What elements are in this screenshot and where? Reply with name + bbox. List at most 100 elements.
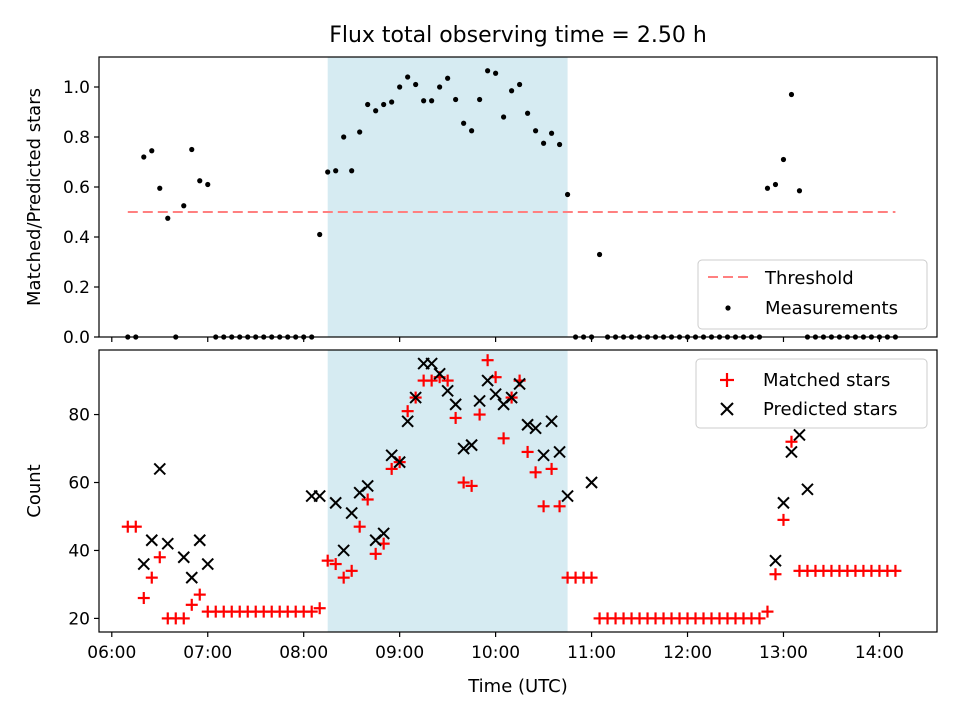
matched-star-point xyxy=(353,520,366,533)
bottom-x-tick-label: 09:00 xyxy=(375,643,424,663)
predicted-star-point xyxy=(785,445,798,459)
predicted-star-point xyxy=(441,384,454,397)
predicted-star-point xyxy=(465,438,478,452)
matched-star-point xyxy=(321,554,334,567)
matched-star-point xyxy=(153,551,166,564)
measurement-point xyxy=(796,188,803,194)
predicted-star-point xyxy=(777,496,790,510)
matched-star-point xyxy=(537,500,550,513)
matched-star-point xyxy=(193,588,206,601)
predicted-star-point xyxy=(521,418,534,431)
measurement-point xyxy=(501,114,507,120)
measurement-point xyxy=(469,128,475,134)
measurement-point xyxy=(421,98,427,104)
predicted-star-point xyxy=(793,428,806,442)
predicted-star-point xyxy=(457,442,470,455)
predicted-star-point xyxy=(561,489,574,503)
predicted-star-point xyxy=(337,544,350,557)
predicted-star-point xyxy=(769,554,782,567)
predicted-star-point xyxy=(425,357,438,370)
matched-star-point xyxy=(449,411,462,424)
predicted-stars-series xyxy=(137,357,814,584)
legend-matched-label: Matched stars xyxy=(763,370,890,391)
legend-matched-swatch xyxy=(720,373,734,387)
legend-measurements-swatch xyxy=(725,305,731,311)
matched-star-point xyxy=(753,612,766,625)
top-y-tick-label: 0.8 xyxy=(63,128,90,148)
measurement-point xyxy=(788,91,795,98)
top-y-tick-label: 0.4 xyxy=(63,228,90,248)
matched-star-point xyxy=(769,568,782,581)
predicted-star-point xyxy=(193,534,206,547)
predicted-star-point xyxy=(481,374,494,387)
bottom-y-tick-label: 20 xyxy=(68,609,90,629)
predicted-star-point xyxy=(345,506,358,520)
matched-star-point xyxy=(585,571,598,584)
predicted-star-point xyxy=(505,391,518,404)
measurement-point xyxy=(397,84,403,90)
measurement-point xyxy=(333,168,339,174)
top-y-tick-label: 0.6 xyxy=(63,178,90,198)
measurement-point xyxy=(181,203,187,209)
measurement-point xyxy=(381,101,387,108)
top-y-tick-label: 0.0 xyxy=(63,328,90,348)
predicted-star-point xyxy=(185,571,198,584)
measurement-point xyxy=(205,181,211,188)
legend-predicted-label: Predicted stars xyxy=(763,399,897,420)
predicted-star-point xyxy=(145,534,158,547)
measurement-point xyxy=(341,134,347,140)
matched-star-point xyxy=(553,500,566,513)
bottom-x-tick-label: 10:00 xyxy=(471,643,520,663)
matched-star-point xyxy=(329,558,342,571)
bottom-axes-frame xyxy=(98,349,938,633)
predicted-star-point xyxy=(153,462,166,476)
bottom-x-axis: 06:00 07:00 08:00 09:00 10:00 11:00 12:00 13:00… xyxy=(87,632,904,663)
bottom-y-tick-label: 40 xyxy=(68,541,90,561)
matched-star-point xyxy=(465,479,478,492)
measurement-point xyxy=(149,148,155,154)
measurement-point xyxy=(540,140,547,146)
top-y-label: Matched/Predicted stars xyxy=(24,88,45,306)
predicted-star-point xyxy=(537,449,550,462)
matched-star-point xyxy=(305,605,318,618)
predicted-star-point xyxy=(433,367,446,380)
measurement-point xyxy=(189,146,195,153)
bottom-x-tick-label: 08:00 xyxy=(279,643,328,663)
measurement-point xyxy=(516,81,523,88)
matched-star-point xyxy=(473,408,486,421)
matched-star-point xyxy=(441,374,454,387)
top-legend: Threshold Measurements xyxy=(697,259,928,330)
measurement-point xyxy=(429,98,435,104)
matched-star-point xyxy=(457,476,470,489)
bottom-x-tick-label: 07:00 xyxy=(183,643,232,663)
predicted-star-point xyxy=(401,415,414,428)
measurement-point xyxy=(509,88,515,94)
predicted-star-point xyxy=(377,527,390,540)
top-legend-box xyxy=(697,259,928,330)
measurement-point xyxy=(413,81,419,88)
matched-star-point xyxy=(337,571,350,584)
matched-star-point xyxy=(361,493,374,506)
measurement-point xyxy=(532,128,539,134)
matched-star-point xyxy=(481,354,494,367)
measurement-point xyxy=(461,120,467,126)
predicted-star-point xyxy=(473,394,486,408)
measurement-point xyxy=(157,185,163,191)
matched-star-point xyxy=(529,466,542,479)
measurement-point xyxy=(365,101,371,108)
measurement-point xyxy=(373,108,379,114)
matched-star-point xyxy=(177,612,190,625)
predicted-star-point xyxy=(409,391,422,404)
chart-title: Flux total observing time = 2.50 h xyxy=(329,23,707,48)
matched-star-point xyxy=(129,520,142,533)
bottom-x-tick-label: 12:00 xyxy=(663,643,712,663)
bottom-y-tick-label: 60 xyxy=(68,474,90,494)
predicted-star-point xyxy=(529,421,542,435)
predicted-star-point xyxy=(553,445,566,459)
measurement-point xyxy=(389,99,395,105)
top-panel: 0.0 0.2 0.4 0.6 0.8 1.0 Matched/Predicted sta… xyxy=(24,56,938,348)
bottom-y-axis: 20 40 60 80 xyxy=(68,406,99,629)
predicted-star-point xyxy=(585,476,598,489)
measurement-point xyxy=(357,129,363,135)
